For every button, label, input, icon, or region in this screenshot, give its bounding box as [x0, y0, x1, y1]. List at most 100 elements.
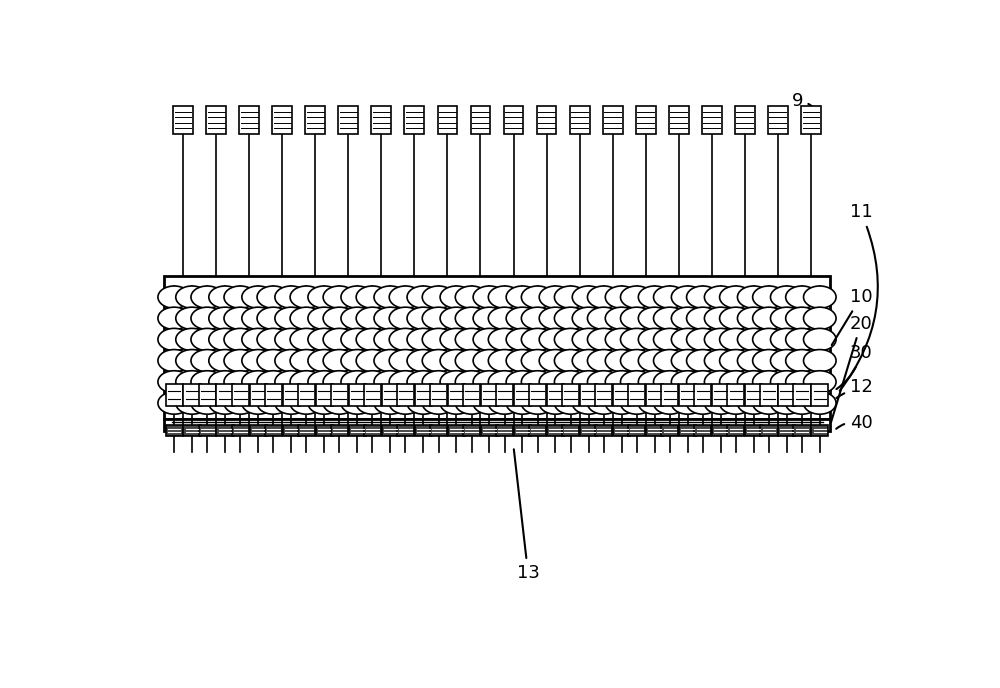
- Circle shape: [786, 371, 818, 393]
- Circle shape: [158, 328, 190, 351]
- Circle shape: [572, 371, 605, 393]
- Bar: [183, 384, 201, 406]
- Circle shape: [605, 328, 638, 351]
- Circle shape: [191, 371, 224, 393]
- Bar: [265, 425, 282, 436]
- Circle shape: [704, 392, 737, 414]
- Circle shape: [290, 350, 323, 372]
- Circle shape: [671, 307, 704, 330]
- Bar: [580, 384, 597, 406]
- Bar: [166, 425, 183, 436]
- Circle shape: [620, 328, 653, 351]
- Circle shape: [323, 328, 356, 351]
- Circle shape: [506, 392, 539, 414]
- Circle shape: [440, 350, 473, 372]
- Circle shape: [407, 371, 440, 393]
- Bar: [514, 425, 531, 436]
- Bar: [712, 384, 729, 406]
- Circle shape: [389, 371, 422, 393]
- Bar: [199, 384, 216, 406]
- Circle shape: [671, 286, 704, 308]
- Bar: [661, 384, 678, 406]
- Circle shape: [341, 307, 374, 330]
- Bar: [183, 425, 201, 436]
- Text: 40: 40: [836, 413, 872, 431]
- Circle shape: [720, 371, 752, 393]
- Bar: [778, 425, 795, 436]
- Bar: [661, 425, 678, 436]
- Circle shape: [554, 350, 587, 372]
- Circle shape: [737, 307, 770, 330]
- Bar: [745, 425, 762, 436]
- Circle shape: [356, 286, 389, 308]
- Bar: [481, 384, 498, 406]
- Circle shape: [323, 371, 356, 393]
- Bar: [166, 384, 183, 406]
- Bar: [239, 107, 259, 134]
- Bar: [811, 384, 828, 406]
- Bar: [496, 425, 513, 436]
- Circle shape: [605, 371, 638, 393]
- Circle shape: [554, 328, 587, 351]
- Circle shape: [572, 307, 605, 330]
- Bar: [669, 107, 689, 134]
- Circle shape: [323, 350, 356, 372]
- Bar: [173, 107, 193, 134]
- Circle shape: [407, 328, 440, 351]
- Circle shape: [440, 307, 473, 330]
- Text: 30: 30: [836, 344, 872, 389]
- Circle shape: [786, 307, 818, 330]
- Circle shape: [242, 392, 274, 414]
- Bar: [448, 384, 465, 406]
- Circle shape: [521, 371, 554, 393]
- Circle shape: [290, 286, 323, 308]
- Bar: [793, 384, 811, 406]
- Bar: [364, 425, 381, 436]
- Circle shape: [654, 371, 686, 393]
- Text: 10: 10: [832, 288, 872, 345]
- Circle shape: [209, 328, 241, 351]
- Bar: [463, 425, 480, 436]
- Circle shape: [737, 328, 770, 351]
- Circle shape: [488, 392, 521, 414]
- Circle shape: [720, 328, 752, 351]
- Circle shape: [191, 392, 224, 414]
- Bar: [463, 384, 480, 406]
- Circle shape: [158, 371, 190, 393]
- Circle shape: [473, 328, 506, 351]
- Circle shape: [506, 350, 539, 372]
- Circle shape: [587, 328, 620, 351]
- Circle shape: [176, 328, 208, 351]
- Circle shape: [572, 392, 605, 414]
- Circle shape: [455, 350, 488, 372]
- Circle shape: [506, 286, 539, 308]
- Circle shape: [638, 286, 671, 308]
- Circle shape: [176, 307, 208, 330]
- Circle shape: [440, 371, 473, 393]
- Circle shape: [804, 350, 836, 372]
- Bar: [331, 384, 348, 406]
- Circle shape: [620, 307, 653, 330]
- Circle shape: [407, 350, 440, 372]
- Circle shape: [786, 350, 818, 372]
- Bar: [595, 384, 612, 406]
- Circle shape: [488, 286, 521, 308]
- Circle shape: [389, 350, 422, 372]
- Circle shape: [572, 350, 605, 372]
- Bar: [778, 384, 795, 406]
- Circle shape: [455, 307, 488, 330]
- Circle shape: [539, 286, 572, 308]
- Circle shape: [539, 371, 572, 393]
- Circle shape: [374, 350, 407, 372]
- Circle shape: [158, 286, 190, 308]
- Circle shape: [356, 350, 389, 372]
- Text: 11: 11: [840, 204, 878, 391]
- Bar: [636, 107, 656, 134]
- Circle shape: [587, 307, 620, 330]
- Circle shape: [308, 392, 340, 414]
- Circle shape: [473, 286, 506, 308]
- Circle shape: [290, 392, 323, 414]
- Circle shape: [422, 328, 455, 351]
- Bar: [338, 107, 358, 134]
- Circle shape: [308, 371, 340, 393]
